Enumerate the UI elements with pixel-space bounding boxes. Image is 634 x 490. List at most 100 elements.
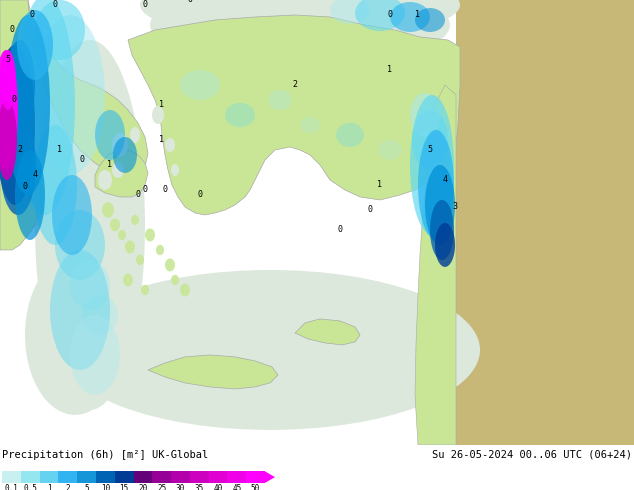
Ellipse shape: [435, 223, 455, 267]
Ellipse shape: [52, 175, 92, 255]
Polygon shape: [148, 355, 278, 389]
Bar: [190, 471, 209, 483]
Text: 0: 0: [136, 191, 141, 199]
Ellipse shape: [35, 15, 105, 175]
Ellipse shape: [165, 258, 175, 271]
Text: 0: 0: [162, 186, 167, 195]
Ellipse shape: [112, 133, 128, 157]
Ellipse shape: [112, 162, 124, 178]
Ellipse shape: [180, 283, 190, 296]
Ellipse shape: [418, 130, 454, 240]
Ellipse shape: [0, 100, 17, 180]
Ellipse shape: [33, 125, 77, 245]
Polygon shape: [295, 319, 360, 345]
Bar: [209, 471, 228, 483]
Ellipse shape: [25, 255, 125, 415]
Ellipse shape: [118, 230, 126, 240]
Text: 0: 0: [198, 191, 202, 199]
Text: 1: 1: [415, 10, 420, 20]
Ellipse shape: [15, 0, 75, 215]
Ellipse shape: [6, 15, 50, 195]
Ellipse shape: [156, 245, 164, 255]
Ellipse shape: [415, 8, 445, 32]
Bar: [39, 471, 58, 483]
Ellipse shape: [268, 90, 292, 110]
Ellipse shape: [140, 0, 460, 40]
Text: 2: 2: [65, 484, 70, 490]
Bar: [2, 471, 21, 483]
Text: 5: 5: [84, 484, 89, 490]
Ellipse shape: [330, 0, 370, 24]
Text: 2: 2: [292, 80, 297, 90]
Ellipse shape: [0, 50, 16, 110]
Ellipse shape: [98, 170, 112, 190]
Text: 0: 0: [387, 10, 392, 20]
Text: 5: 5: [6, 55, 11, 65]
Text: 1: 1: [47, 484, 51, 490]
Bar: [228, 471, 246, 483]
Text: 1: 1: [108, 160, 112, 170]
Ellipse shape: [0, 115, 36, 215]
Polygon shape: [28, 0, 148, 180]
Ellipse shape: [300, 117, 320, 133]
Text: 1: 1: [377, 180, 382, 190]
Ellipse shape: [131, 215, 139, 225]
Ellipse shape: [390, 2, 430, 32]
Ellipse shape: [15, 150, 45, 240]
Ellipse shape: [70, 260, 110, 310]
Ellipse shape: [165, 138, 175, 152]
Text: 50: 50: [251, 484, 260, 490]
Ellipse shape: [50, 250, 110, 370]
Text: 1: 1: [387, 66, 392, 74]
Ellipse shape: [82, 295, 118, 335]
Ellipse shape: [35, 0, 85, 60]
Ellipse shape: [180, 70, 220, 100]
Text: 1: 1: [58, 146, 63, 154]
Bar: [152, 471, 171, 483]
Text: 35: 35: [195, 484, 204, 490]
Ellipse shape: [35, 40, 145, 410]
Text: 15: 15: [119, 484, 129, 490]
Text: 0: 0: [10, 25, 15, 34]
Text: 0: 0: [337, 225, 342, 234]
Bar: [115, 471, 134, 483]
Text: 20: 20: [138, 484, 148, 490]
Text: 4: 4: [443, 175, 448, 184]
Ellipse shape: [160, 35, 240, 75]
Ellipse shape: [60, 270, 480, 430]
Text: 0: 0: [22, 182, 27, 192]
Text: 3: 3: [453, 202, 458, 212]
Ellipse shape: [425, 165, 455, 245]
Ellipse shape: [410, 93, 440, 137]
Bar: [246, 471, 265, 483]
Ellipse shape: [141, 285, 149, 295]
Text: 2: 2: [18, 146, 22, 154]
Polygon shape: [95, 150, 148, 197]
Text: 1: 1: [160, 135, 164, 145]
Text: 0: 0: [53, 0, 58, 9]
Text: 0: 0: [143, 186, 148, 195]
Ellipse shape: [145, 228, 155, 242]
Ellipse shape: [102, 202, 114, 218]
Text: 45: 45: [232, 484, 242, 490]
Bar: [21, 471, 39, 483]
Text: 25: 25: [157, 484, 166, 490]
Ellipse shape: [5, 40, 35, 130]
Polygon shape: [265, 471, 275, 483]
Text: 0.1: 0.1: [4, 484, 18, 490]
Text: 30: 30: [176, 484, 185, 490]
Text: 0: 0: [79, 155, 84, 165]
Ellipse shape: [430, 200, 454, 260]
Ellipse shape: [0, 50, 18, 170]
Ellipse shape: [123, 273, 133, 287]
Text: 5: 5: [427, 146, 432, 154]
Bar: [77, 471, 96, 483]
Polygon shape: [0, 0, 42, 250]
Ellipse shape: [95, 110, 125, 160]
Ellipse shape: [225, 103, 255, 127]
Ellipse shape: [70, 315, 120, 395]
Polygon shape: [0, 0, 30, 100]
Text: 0: 0: [11, 96, 16, 104]
Text: 1: 1: [160, 100, 164, 109]
Ellipse shape: [17, 10, 53, 80]
